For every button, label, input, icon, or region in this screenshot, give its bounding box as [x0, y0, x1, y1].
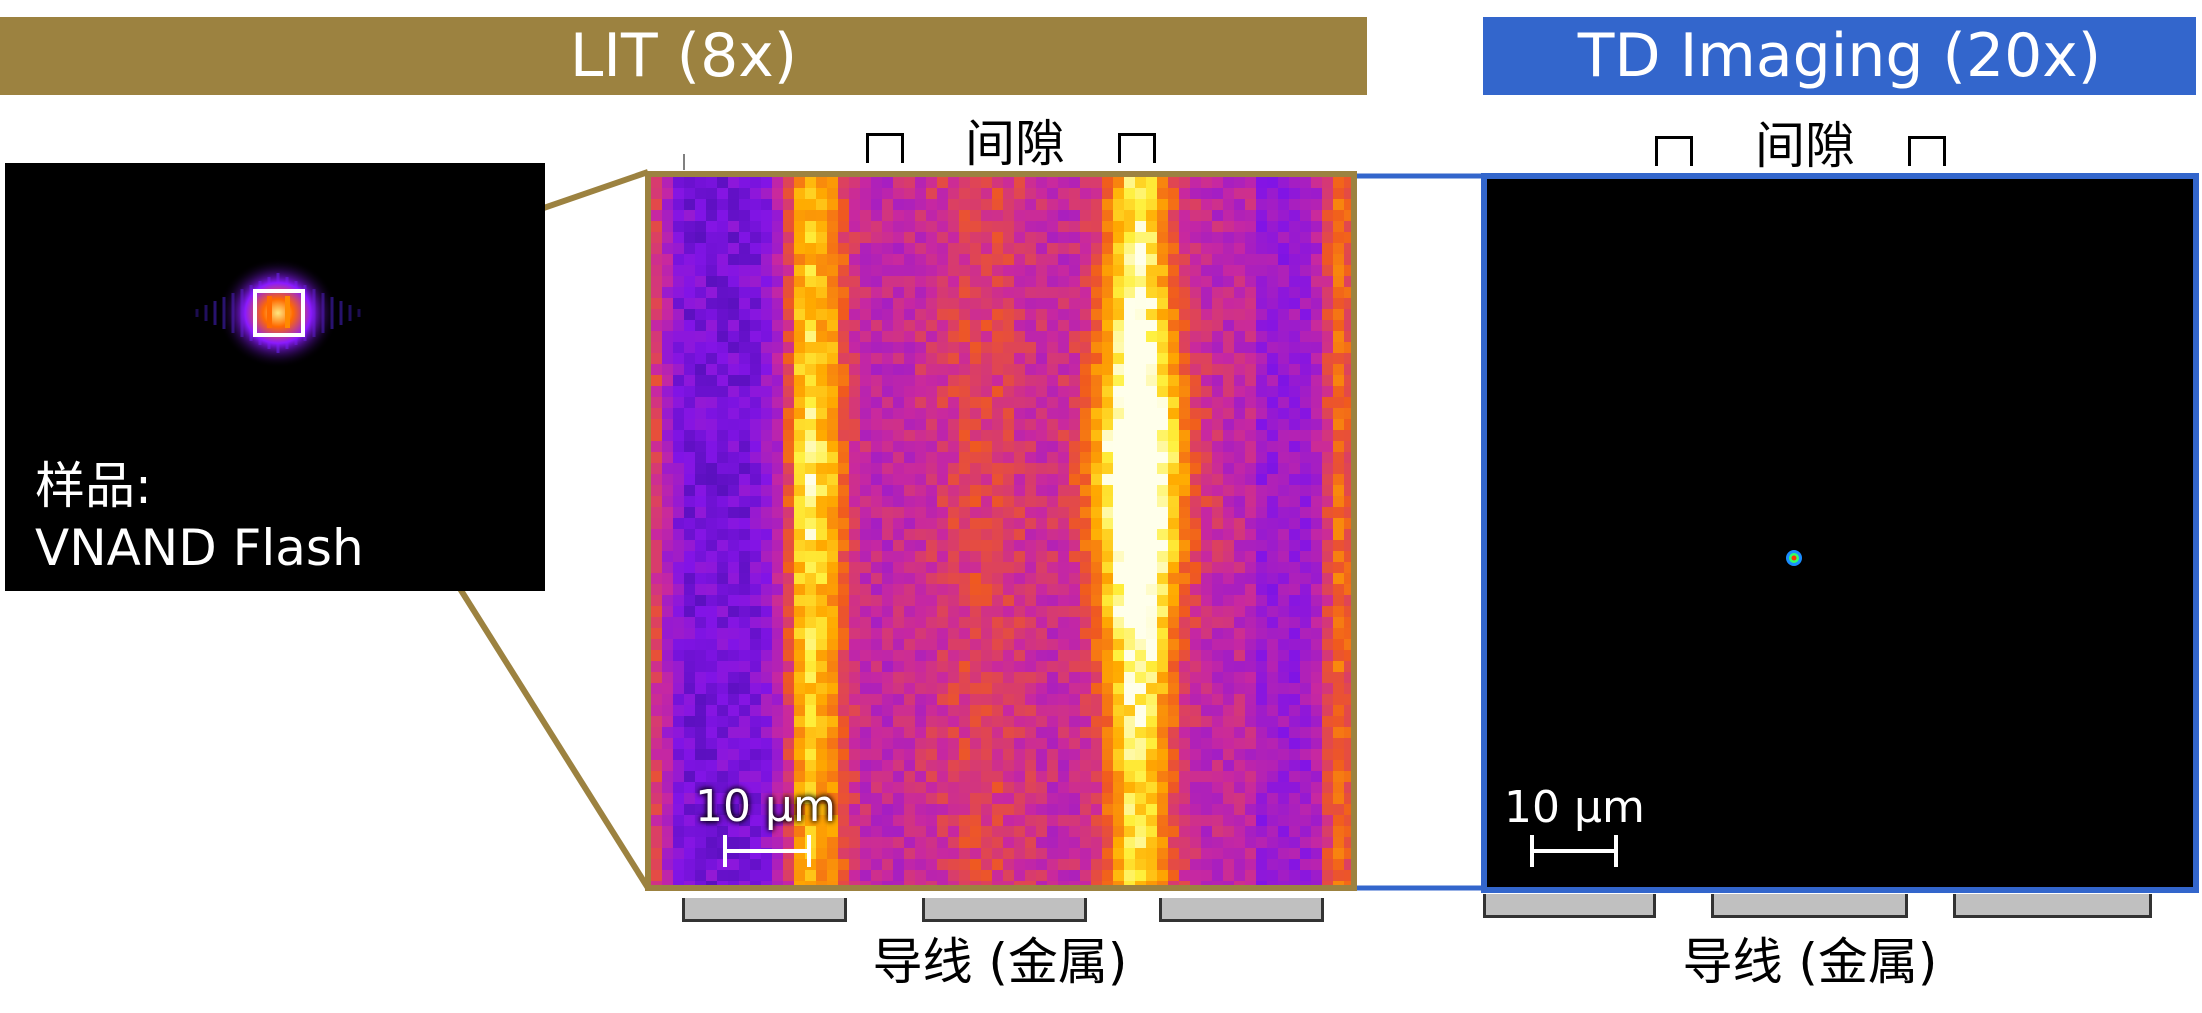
emission-spot-graphic — [195, 258, 361, 368]
td-scale-tick-right — [1614, 835, 1618, 867]
lit-scale-bar — [725, 849, 809, 853]
td-banner: TD Imaging (20x) — [1483, 17, 2196, 95]
td-wire-1 — [1483, 894, 1656, 918]
sample-label-line1: 样品: — [35, 457, 152, 515]
lit-gap-label: 间隙 — [965, 115, 1065, 173]
td-banner-title: TD Imaging (20x) — [1577, 21, 2102, 91]
td-scale-label: 10 µm — [1504, 782, 1645, 833]
td-hotspot — [1786, 550, 1802, 566]
lit-gap-bracket-right — [1118, 133, 1156, 163]
td-gap-bracket-right — [1908, 136, 1946, 166]
td-scale-tick-left — [1530, 835, 1534, 867]
sample-overview-image: 样品: VNAND Flash — [5, 163, 545, 591]
td-gap-label: 间隙 — [1755, 117, 1855, 175]
lit-banner-title: LIT (8x) — [569, 21, 798, 91]
lit-banner: LIT (8x) — [0, 17, 1367, 95]
td-wire-3 — [1953, 894, 2152, 918]
lit-gap-bracket-left — [866, 133, 904, 163]
lit-scale-tick-right — [807, 835, 811, 867]
lit-wire-label: 导线 (金属) — [872, 933, 1128, 991]
sample-label: 样品: VNAND Flash — [35, 455, 364, 579]
lit-scale-label: 10 µm — [695, 781, 836, 832]
lit-thermal-image: 10 µm — [645, 171, 1357, 891]
lit-wire-2 — [922, 898, 1087, 922]
td-image: 10 µm — [1481, 173, 2199, 893]
td-wire-label: 导线 (金属) — [1682, 933, 1938, 991]
lit-wire-3 — [1159, 898, 1324, 922]
lit-heatmap — [651, 177, 1351, 885]
sample-label-line2: VNAND Flash — [35, 519, 364, 577]
td-wire-2 — [1711, 894, 1908, 918]
lit-wire-1 — [682, 898, 847, 922]
lit-scale-tick-left — [723, 835, 727, 867]
td-gap-bracket-left — [1655, 136, 1693, 166]
td-scale-bar — [1532, 849, 1616, 853]
